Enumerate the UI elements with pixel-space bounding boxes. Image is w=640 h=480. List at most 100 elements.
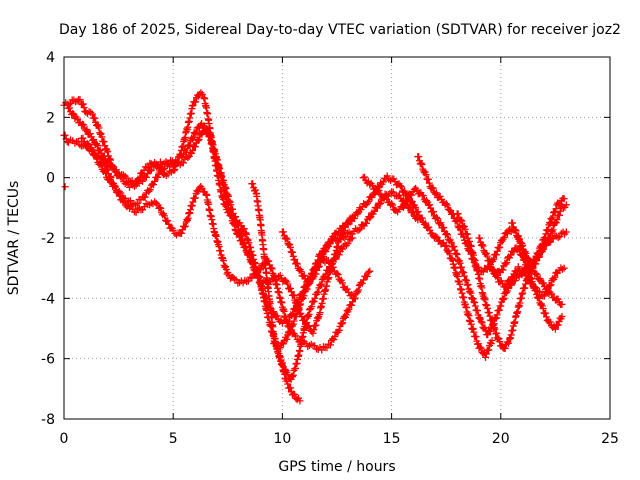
data-point bbox=[311, 342, 319, 350]
data-point bbox=[340, 234, 348, 242]
data-point bbox=[501, 344, 509, 352]
data-point bbox=[377, 199, 385, 207]
data-point bbox=[97, 161, 105, 169]
data-point bbox=[141, 193, 149, 201]
data-point bbox=[329, 260, 337, 268]
data-point bbox=[532, 286, 540, 294]
data-point bbox=[224, 268, 232, 276]
data-point bbox=[366, 214, 374, 222]
data-point bbox=[530, 282, 538, 290]
data-point bbox=[184, 154, 192, 162]
data-point bbox=[544, 226, 552, 234]
y-tick-label: -6 bbox=[41, 352, 55, 368]
data-point bbox=[524, 270, 532, 278]
data-point bbox=[83, 140, 91, 148]
data-point bbox=[117, 189, 125, 197]
data-point bbox=[238, 234, 246, 242]
data-point bbox=[305, 280, 313, 288]
data-point bbox=[340, 223, 348, 231]
data-point bbox=[552, 205, 560, 213]
data-point bbox=[554, 234, 562, 242]
series-track-e bbox=[248, 180, 356, 383]
data-point bbox=[542, 230, 550, 238]
data-point bbox=[375, 187, 383, 195]
data-point bbox=[361, 173, 369, 181]
data-point bbox=[139, 177, 147, 185]
data-point bbox=[284, 280, 292, 288]
data-point bbox=[498, 295, 506, 303]
data-point bbox=[315, 262, 323, 270]
data-point bbox=[477, 317, 485, 325]
data-point bbox=[364, 199, 372, 207]
data-point bbox=[197, 89, 205, 97]
data-point bbox=[426, 201, 434, 209]
data-point bbox=[88, 110, 96, 118]
data-point bbox=[562, 201, 570, 209]
data-point bbox=[562, 228, 570, 236]
data-point bbox=[491, 325, 499, 333]
data-point bbox=[289, 320, 297, 328]
data-point bbox=[429, 184, 437, 192]
data-point bbox=[487, 264, 495, 272]
data-point bbox=[194, 137, 202, 145]
y-tick-label: 0 bbox=[46, 171, 55, 187]
data-point bbox=[535, 253, 543, 261]
data-point bbox=[472, 333, 480, 341]
data-point bbox=[457, 216, 465, 224]
data-point bbox=[443, 231, 451, 239]
data-point bbox=[525, 269, 533, 277]
data-point bbox=[493, 334, 501, 342]
data-point bbox=[314, 288, 322, 296]
data-point bbox=[469, 325, 477, 333]
data-point bbox=[463, 277, 471, 285]
data-point bbox=[79, 134, 87, 142]
data-point bbox=[283, 335, 291, 343]
data-point bbox=[512, 227, 520, 235]
data-point bbox=[240, 225, 248, 233]
data-point bbox=[76, 96, 84, 104]
data-point bbox=[478, 319, 486, 327]
data-point bbox=[303, 285, 311, 293]
data-point bbox=[289, 373, 297, 381]
data-point bbox=[98, 133, 106, 141]
data-point bbox=[100, 152, 108, 160]
data-point bbox=[271, 277, 279, 285]
data-point bbox=[101, 169, 109, 177]
data-point bbox=[496, 337, 504, 345]
data-point bbox=[483, 252, 491, 260]
data-point bbox=[181, 222, 189, 230]
data-point bbox=[395, 191, 403, 199]
data-point bbox=[309, 329, 317, 337]
data-point bbox=[133, 199, 141, 207]
data-point bbox=[486, 312, 494, 320]
data-point bbox=[170, 167, 178, 175]
data-point bbox=[276, 271, 284, 279]
data-point bbox=[201, 122, 209, 130]
data-point bbox=[123, 174, 131, 182]
data-point bbox=[433, 215, 441, 223]
data-point bbox=[376, 200, 384, 208]
data-point bbox=[273, 276, 281, 284]
data-point bbox=[418, 214, 426, 222]
data-point bbox=[535, 249, 543, 257]
data-point bbox=[418, 161, 426, 169]
data-point bbox=[100, 138, 108, 146]
data-point bbox=[115, 188, 123, 196]
data-point bbox=[146, 186, 154, 194]
data-point bbox=[425, 179, 433, 187]
data-point bbox=[256, 273, 264, 281]
y-tick-label: -4 bbox=[41, 291, 55, 307]
data-point bbox=[560, 195, 568, 203]
data-point bbox=[436, 220, 444, 228]
x-tick-label: 5 bbox=[169, 431, 178, 447]
data-point bbox=[343, 285, 351, 293]
data-point bbox=[350, 214, 358, 222]
data-point bbox=[477, 344, 485, 352]
data-point bbox=[443, 201, 451, 209]
data-point bbox=[339, 319, 347, 327]
data-point bbox=[297, 268, 305, 276]
data-point bbox=[243, 247, 251, 255]
series-track-l bbox=[486, 244, 566, 333]
data-point bbox=[236, 228, 244, 236]
data-point bbox=[453, 250, 461, 258]
